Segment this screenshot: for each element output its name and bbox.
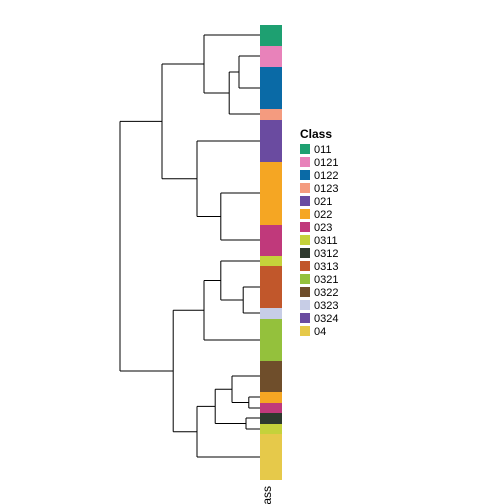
heatmap-cell: [260, 392, 282, 403]
legend-label: 021: [314, 196, 332, 208]
heatmap-cell: [260, 403, 282, 413]
heatmap-cell: [260, 67, 282, 109]
legend-swatch: [300, 235, 310, 245]
heatmap-cell: [260, 120, 282, 162]
legend-swatch: [300, 183, 310, 193]
legend-label: 022: [314, 209, 332, 221]
legend-title: Class: [300, 127, 332, 141]
heatmap-cell: [260, 434, 282, 480]
heatmap-cell: [260, 162, 282, 225]
legend-swatch: [300, 261, 310, 271]
legend-swatch: [300, 144, 310, 154]
legend-label: 0121: [314, 157, 338, 169]
heatmap-cell: [260, 46, 282, 67]
heatmap-cell: [260, 25, 282, 46]
legend-label: 011: [314, 144, 332, 156]
x-axis-label: Class: [260, 486, 274, 504]
legend-label: 0311: [314, 235, 338, 247]
legend-label: 0123: [314, 183, 338, 195]
heatmap-cell: [260, 256, 282, 266]
legend-label: 0324: [314, 313, 338, 325]
heatmap-cell: [260, 266, 282, 308]
legend-label: 04: [314, 326, 326, 338]
legend-swatch: [300, 157, 310, 167]
legend-swatch: [300, 287, 310, 297]
heatmap-cell: [260, 308, 282, 319]
legend-label: 0321: [314, 274, 338, 286]
heatmap-cell: [260, 424, 282, 434]
legend-swatch: [300, 300, 310, 310]
legend-label: 023: [314, 222, 332, 234]
legend-label: 0122: [314, 170, 338, 182]
legend-label: 0322: [314, 287, 338, 299]
heatmap-column: Class: [260, 25, 282, 504]
legend-label: 0323: [314, 300, 338, 312]
row-dendrogram: [120, 35, 260, 457]
legend-swatch: [300, 196, 310, 206]
legend-swatch: [300, 209, 310, 219]
heatmap-cell: [260, 109, 282, 120]
dendrogram-heatmap-figure: ClassClass011012101220123021022023031103…: [0, 0, 504, 504]
legend: Class 01101210122012302102202303110312031…: [300, 127, 338, 338]
legend-label: 0312: [314, 248, 338, 260]
heatmap-cell: [260, 413, 282, 424]
legend-swatch: [300, 274, 310, 284]
legend-swatch: [300, 248, 310, 258]
legend-swatch: [300, 222, 310, 232]
legend-swatch: [300, 170, 310, 180]
heatmap-cell: [260, 225, 282, 256]
legend-swatch: [300, 326, 310, 336]
legend-label: 0313: [314, 261, 338, 273]
legend-swatch: [300, 313, 310, 323]
heatmap-cell: [260, 361, 282, 392]
heatmap-cell: [260, 319, 282, 361]
